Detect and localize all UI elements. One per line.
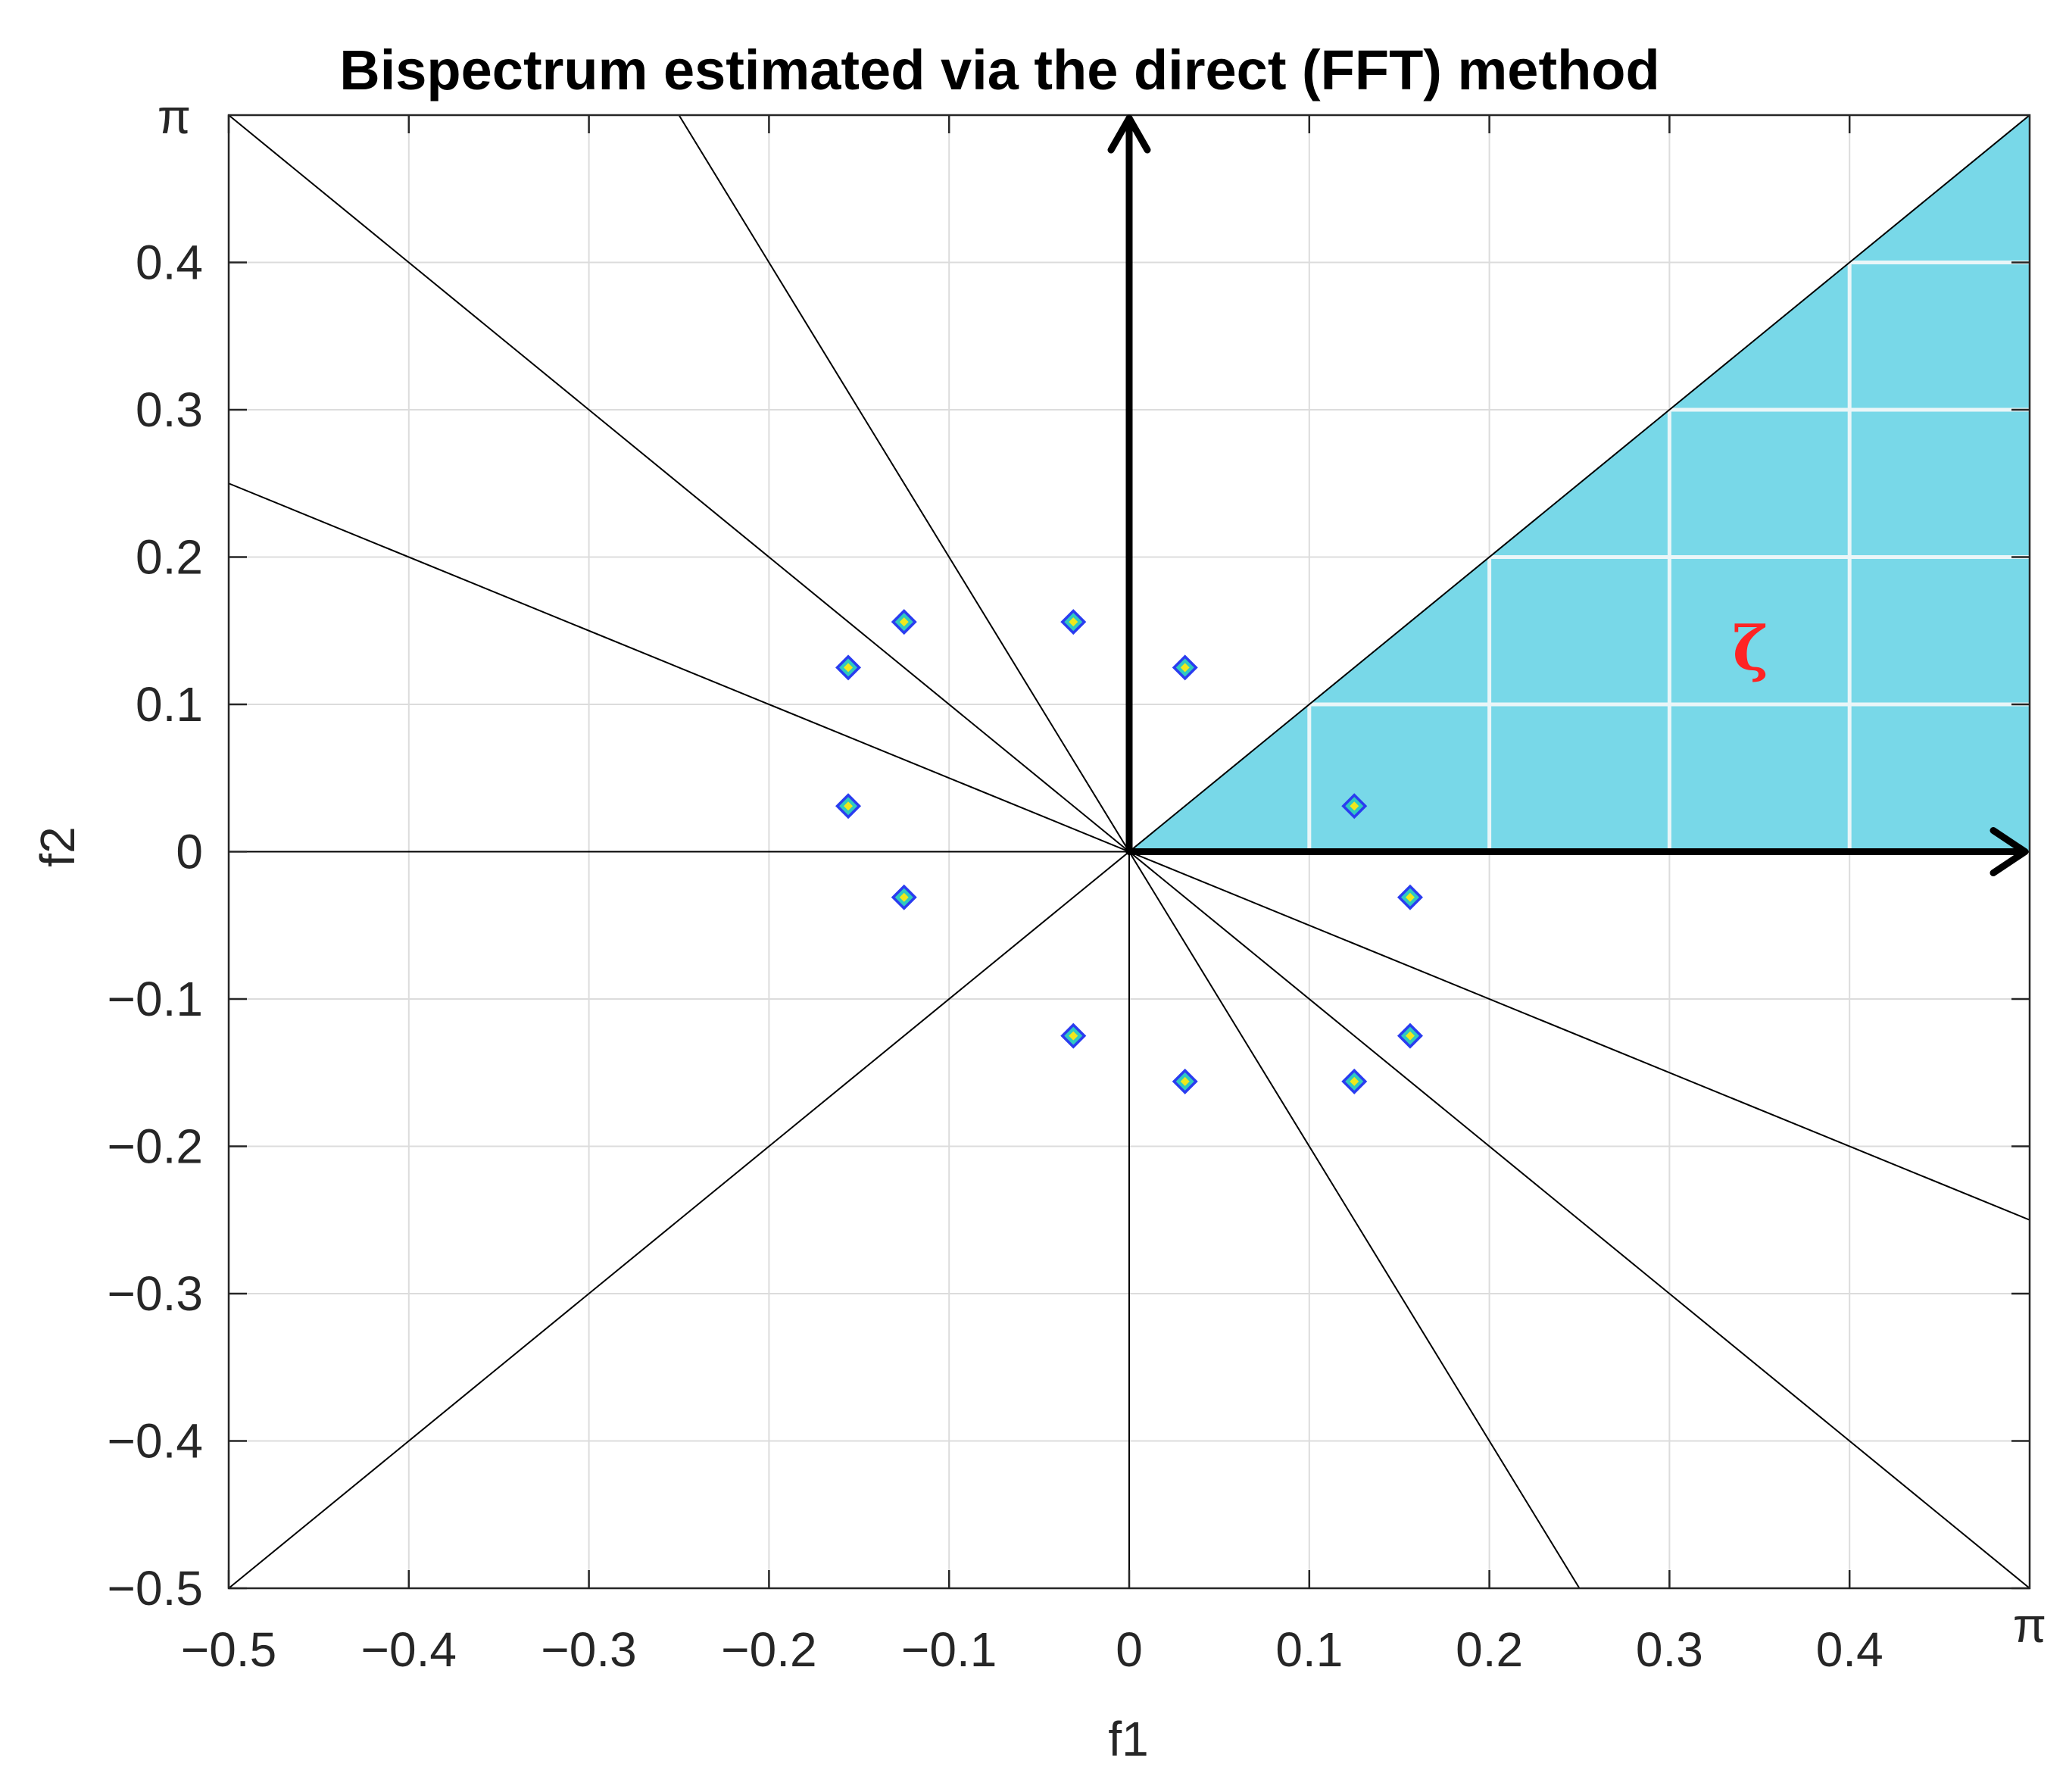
y-axis-label: f2 <box>30 826 85 866</box>
region-label: ζ <box>1733 613 1768 684</box>
y-tick-label: 0.2 <box>136 530 203 585</box>
bispectrum-peak <box>891 609 917 635</box>
y-tick-label: 0.3 <box>136 382 203 437</box>
bispectrum-peak <box>835 793 861 819</box>
y-tick-label: −0.5 <box>108 1561 203 1616</box>
chart-title: Bispectrum estimated via the direct (FFT… <box>339 39 1659 101</box>
y-axis-end-label: π <box>158 89 191 144</box>
y-tick-label: −0.3 <box>108 1266 203 1321</box>
x-tick-label: −0.5 <box>181 1622 276 1677</box>
y-tick-label: 0.1 <box>136 677 203 732</box>
bispectrum-peak <box>1341 1069 1367 1094</box>
chart-svg: Bispectrum estimated via the direct (FFT… <box>0 0 2066 1788</box>
bispectrum-chart: Bispectrum estimated via the direct (FFT… <box>0 0 2066 1788</box>
x-tick-label: −0.2 <box>721 1622 816 1677</box>
x-tick-label: −0.3 <box>541 1622 636 1677</box>
y-tick-label: −0.1 <box>108 972 203 1026</box>
y-tick-label: 0 <box>176 825 203 879</box>
x-tick-label: −0.4 <box>361 1622 457 1677</box>
bispectrum-peak <box>1172 654 1198 680</box>
y-tick-label: −0.2 <box>108 1119 203 1174</box>
x-tick-label: 0 <box>1116 1622 1143 1677</box>
bispectrum-peak <box>1397 885 1423 910</box>
y-tick-label: 0.4 <box>136 236 203 290</box>
bispectrum-peak <box>1172 1069 1198 1094</box>
bispectrum-peak <box>1060 609 1086 635</box>
x-tick-label: 0.2 <box>1456 1622 1523 1677</box>
x-tick-label: 0.3 <box>1636 1622 1703 1677</box>
bispectrum-peak <box>891 885 917 910</box>
bispectrum-peak <box>835 654 861 680</box>
x-tick-label: 0.1 <box>1275 1622 1343 1677</box>
x-tick-label: 0.4 <box>1816 1622 1883 1677</box>
x-axis-label: f1 <box>1108 1712 1148 1766</box>
bispectrum-peak <box>1060 1023 1086 1049</box>
bispectrum-peak <box>1397 1023 1423 1049</box>
y-tick-label: −0.4 <box>108 1414 203 1469</box>
text-layer: Bispectrum estimated via the direct (FFT… <box>30 39 2046 1766</box>
x-tick-label: −0.1 <box>901 1622 997 1677</box>
x-axis-end-label: π <box>2013 1598 2046 1653</box>
